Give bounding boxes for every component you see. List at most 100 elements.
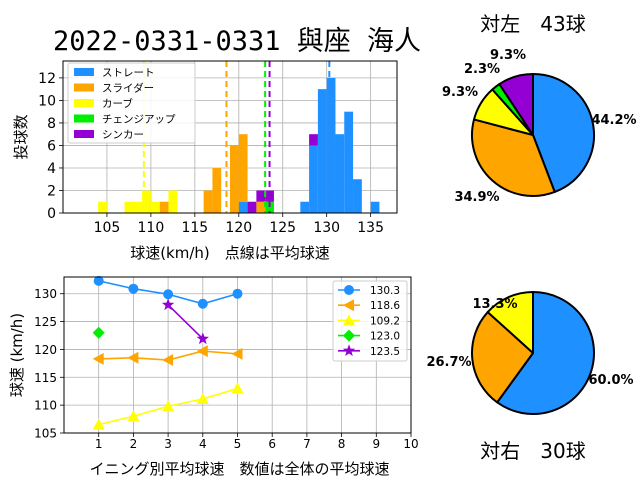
hist-frame xyxy=(62,60,398,214)
hist-bar-0-5 xyxy=(335,134,345,213)
pie-left-slice-label-1: 34.9% xyxy=(454,190,499,205)
hist-y-tick-label: 12 xyxy=(38,71,56,87)
hist-bar-1-1 xyxy=(203,190,213,213)
inning-legend-marker xyxy=(343,314,355,326)
hist-bar-4-0 xyxy=(247,201,257,213)
hist-bar-0-0 xyxy=(238,201,248,213)
inning-point-4-1 xyxy=(196,332,209,345)
hist-y-tick-label: 8 xyxy=(47,116,56,132)
inning-x-tick-label: 6 xyxy=(268,437,276,451)
inning-point-1-3 xyxy=(196,345,208,358)
inning-point-0-3 xyxy=(197,298,208,309)
hist-legend-label: スライダー xyxy=(102,82,154,95)
inning-legend: 130.3 118.6 109.2 123.0 123.5 xyxy=(332,280,408,362)
hist-y-axis-label: 投球数 xyxy=(12,114,30,159)
hist-bar-0-8 xyxy=(370,201,380,213)
hist-legend-swatch xyxy=(74,99,94,107)
inning-x-tick-label: 1 xyxy=(95,437,103,451)
hist-bar-0-4 xyxy=(326,77,336,213)
hist-x-tick-label: 135 xyxy=(357,220,384,236)
inning-point-1-2 xyxy=(162,354,174,367)
inning-point-2-0 xyxy=(92,418,105,430)
hist-y-tick-label: 2 xyxy=(47,183,56,199)
pie-right-slice-label-1: 26.7% xyxy=(426,355,471,370)
pie-left-title: 対左 43球 xyxy=(480,12,585,36)
inning-y-axis-label: 球速 (km/h) xyxy=(8,313,26,397)
inning-point-0-2 xyxy=(163,289,174,300)
inning-y-tick-label: 115 xyxy=(34,371,57,385)
inning-point-2-4 xyxy=(231,382,244,394)
hist-bar-2-2 xyxy=(133,201,143,213)
hist-legend-label: チェンジアップ xyxy=(102,114,176,126)
hist-legend-swatch xyxy=(74,68,94,76)
hist-legend-label: ストレート xyxy=(102,67,155,79)
inning-point-3-0 xyxy=(92,326,105,339)
hist-x-axis-label: 球速(km/h) 点線は平均球速 xyxy=(130,244,330,262)
pie-left-slice-label-4: 9.3% xyxy=(490,48,526,63)
hist-bar-2-4 xyxy=(150,201,160,213)
hist-legend-swatch xyxy=(74,114,94,123)
hist-x-tick-label: 110 xyxy=(138,220,165,236)
inning-point-0-4 xyxy=(232,288,243,299)
hist-legend-box xyxy=(67,62,196,144)
hist-bar-3-0 xyxy=(265,201,274,213)
hist-bar-4-3 xyxy=(309,134,318,146)
inning-x-tick-label: 10 xyxy=(403,437,418,451)
figure-title: 2022-0331-0331 與座 海人 xyxy=(53,26,421,57)
inning-y-tick-label: 120 xyxy=(34,343,57,357)
hist-legend-swatch xyxy=(74,83,94,92)
inning-frame xyxy=(63,276,412,434)
hist-x-tick-label: 115 xyxy=(181,220,208,236)
pie-left-slice-1 xyxy=(471,118,556,197)
inning-x-tick-label: 3 xyxy=(164,437,172,451)
inning-x-tick-label: 2 xyxy=(130,437,138,451)
pie-left-slice-label-2: 9.3% xyxy=(442,85,478,100)
inning-y-tick-label: 110 xyxy=(34,399,57,413)
hist-y-tick-label: 10 xyxy=(38,93,56,109)
inning-legend-marker xyxy=(344,285,354,295)
hist-bar-2-3 xyxy=(142,190,151,213)
hist-x-tick-label: 120 xyxy=(225,220,252,236)
inning-legend-label: 123.0 xyxy=(370,331,400,343)
pie-left-slice-label-3: 2.3% xyxy=(464,62,500,77)
inning-point-1-1 xyxy=(127,351,139,364)
inning-point-2-1 xyxy=(127,410,140,422)
inning-y-tick-label: 130 xyxy=(34,287,57,301)
inning-y-tick-label: 125 xyxy=(34,315,57,329)
pie-left-chart: 44.2%34.9%9.3%2.3%9.3% xyxy=(442,48,637,205)
hist-bar-4-1 xyxy=(256,190,266,202)
hist-y-tick-label: 4 xyxy=(47,161,56,177)
hist-x-tick-label: 125 xyxy=(269,220,296,236)
inning-legend-marker xyxy=(342,344,356,357)
velocity-histogram: 105 110 115 120 125 130 135 0 2 4 6 8 10 12 ストレートスライダー… xyxy=(12,60,398,262)
hist-bar-1-3 xyxy=(230,145,239,213)
inning-line-4 xyxy=(167,304,204,340)
hist-bar-1-2 xyxy=(212,167,222,213)
pie-right-slice-1 xyxy=(471,311,534,404)
inning-point-4-0 xyxy=(161,298,175,311)
inning-point-0-0 xyxy=(93,275,104,286)
inning-legend-label: 118.6 xyxy=(370,300,400,312)
hist-bar-0-1 xyxy=(300,201,310,213)
hist-y-tick-label: 6 xyxy=(47,138,56,154)
pie-left-slice-label-0: 44.2% xyxy=(591,113,636,128)
inning-legend-marker xyxy=(343,329,355,342)
inning-x-tick-label: 8 xyxy=(338,437,346,451)
pie-right-slice-2 xyxy=(486,291,534,354)
hist-bar-2-0 xyxy=(98,201,107,213)
hist-bar-0-2 xyxy=(309,145,318,213)
inning-x-tick-label: 9 xyxy=(372,437,380,451)
hist-y-tick-label: 0 xyxy=(47,206,56,222)
inning-x-axis-label: イニング別平均球速 数値は全体の平均球速 xyxy=(89,460,389,478)
pie-right-title: 対右 30球 xyxy=(480,439,585,463)
hist-x-tick-label: 105 xyxy=(94,220,121,236)
inning-x-tick-label: 7 xyxy=(303,437,311,451)
hist-legend-label: シンカー xyxy=(102,129,144,141)
hist-bar-1-5 xyxy=(256,201,266,213)
hist-bar-2-1 xyxy=(124,201,134,213)
inning-point-0-1 xyxy=(128,283,139,294)
inning-legend-label: 123.5 xyxy=(370,346,400,358)
pie-right-slice-0 xyxy=(496,291,596,415)
hist-bar-0-6 xyxy=(344,111,354,213)
